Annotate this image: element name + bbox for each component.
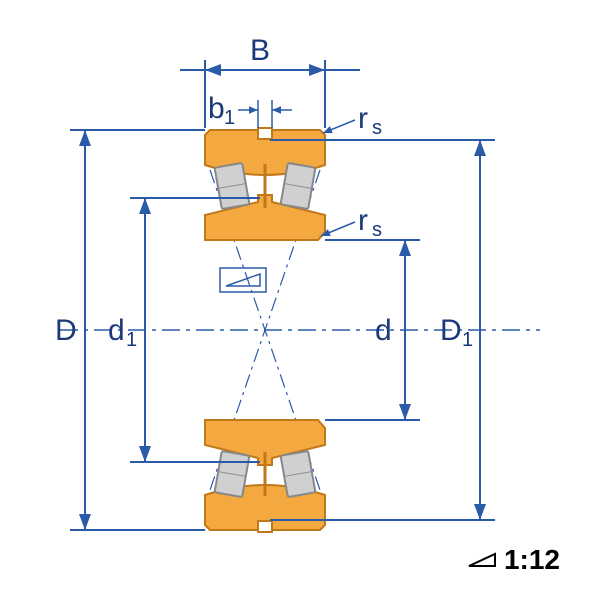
label-B: B [250,34,270,67]
taper-icon [468,552,496,568]
dimension-b1: b 1 [208,92,292,129]
label-rs2-sub: s [372,219,382,241]
label-d1: d [108,314,125,347]
label-d1-sub: 1 [126,329,137,351]
label-d: d [375,314,392,347]
label-rs1: r [358,102,368,135]
label-D1: D [440,314,462,347]
label-D: D [55,314,77,347]
taper-ratio-text: 1:12 [504,544,560,576]
bearing-diagram: B b 1 r s r s D d 1 d [0,0,600,600]
label-rs2: r [358,204,368,237]
dimension-B: B [180,34,360,128]
dimension-rs-inner: r s [321,204,382,241]
label-b1: b [208,92,225,125]
label-D1-sub: 1 [462,329,473,351]
bearing-bottom-half [205,420,325,532]
label-b1-sub: 1 [224,107,235,129]
dimension-rs-outer: r s [323,102,382,139]
taper-ratio-label: 1:12 [468,544,560,576]
taper-symbol-icon [220,268,266,292]
bearing-top-half [205,128,325,240]
label-rs1-sub: s [372,117,382,139]
